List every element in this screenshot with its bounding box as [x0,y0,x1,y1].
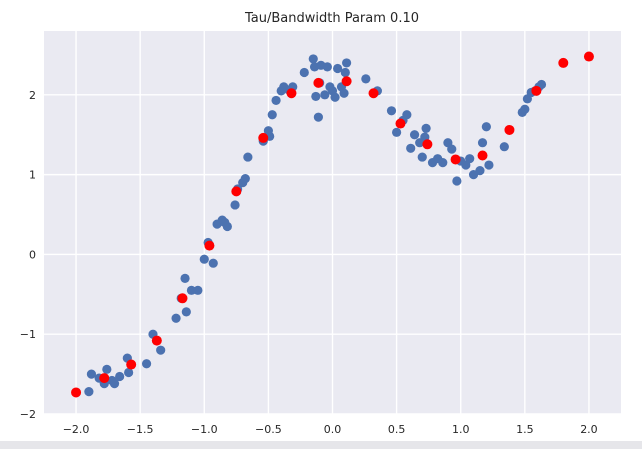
data-point [222,221,232,232]
data-point [71,387,82,398]
data-point [299,67,309,78]
y-tick-label: −2 [20,408,36,421]
bottom-strip [0,441,642,449]
y-tick-label: 2 [29,89,36,102]
data-point [340,67,350,78]
data-point [177,293,188,304]
data-point [333,63,343,74]
data-point [141,359,152,369]
data-point [341,76,352,87]
data-point [186,285,197,295]
data-point [330,92,340,102]
data-point [322,62,332,72]
data-point [361,74,371,84]
data-point [504,124,515,135]
data-point [199,254,209,264]
data-point [171,313,181,323]
y-tick-label: −1 [20,328,36,341]
data-point [447,144,457,154]
x-tick-label: 1.0 [452,423,470,436]
y-tick-labels: −2 −1 0 1 2 [20,89,36,421]
data-point [499,142,509,152]
data-point [151,335,162,346]
y-tick-label: 1 [29,169,36,182]
data-point [452,176,462,186]
data-point [181,307,191,317]
data-point [342,58,352,68]
data-point [422,139,433,150]
data-point [102,364,112,374]
data-point [230,200,240,210]
data-point [267,110,277,120]
data-point [417,152,427,162]
x-tick-label: 1.5 [516,423,534,436]
data-point [286,88,297,99]
data-point [520,104,530,114]
data-point [409,130,420,140]
data-point [313,112,323,122]
chart-title: Tau/Bandwidth Param 0.10 [244,11,419,26]
data-point [180,273,190,283]
data-point [208,258,218,268]
y-tick-label: 0 [29,248,36,261]
data-point [204,240,215,251]
data-point [484,160,494,170]
data-point [438,158,448,168]
data-point [395,118,406,129]
x-tick-label: −2.0 [63,423,90,436]
data-point [271,95,281,106]
data-point [156,345,166,355]
data-point [386,106,397,116]
data-point [402,110,412,120]
x-tick-label: 2.0 [580,423,598,436]
data-point [465,154,475,164]
data-point [477,150,488,161]
data-point [231,186,242,197]
data-point [392,127,402,137]
series-layer [71,51,594,398]
data-point [406,143,416,153]
data-point [243,152,253,162]
data-point [421,123,431,133]
x-tick-label: 0.0 [324,423,342,436]
data-point [313,77,324,88]
data-point [84,387,94,397]
series-1 [71,51,594,398]
data-point [320,90,330,100]
x-tick-label: −1.5 [127,423,154,436]
data-point [99,373,110,384]
data-point [311,91,321,102]
data-point [115,371,125,382]
data-point [126,359,137,370]
data-point [368,88,379,99]
data-point [450,154,461,165]
data-point [531,85,542,96]
data-point [308,54,318,64]
data-point [86,369,97,379]
data-point [481,122,491,132]
x-tick-label: −0.5 [255,423,282,436]
x-tick-label: 0.5 [388,423,406,436]
data-point [258,132,269,143]
data-point [240,174,250,184]
data-point [193,285,203,295]
data-point [124,367,134,378]
data-point [583,51,594,62]
data-point [477,138,488,148]
x-tick-label: −1.0 [191,423,218,436]
x-tick-labels: −2.0 −1.5 −1.0 −0.5 0.0 0.5 1.0 1.5 2.0 [63,423,598,436]
data-point [109,379,120,389]
data-point [558,57,569,68]
data-point [475,166,485,176]
data-point [339,88,349,98]
